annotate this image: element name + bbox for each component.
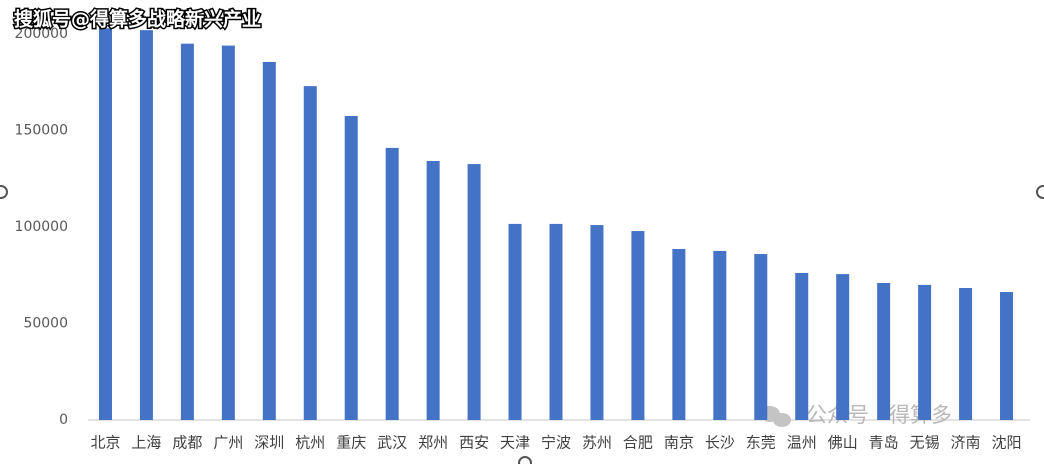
x-tick-label: 东莞: [746, 434, 776, 452]
resize-handle[interactable]: [0, 185, 8, 199]
bar: [754, 254, 768, 420]
y-tick-label: 0: [59, 412, 68, 428]
x-tick-label: 温州: [787, 434, 817, 452]
x-tick-label: 成都: [172, 434, 202, 452]
bar: [795, 272, 809, 420]
bar: [836, 274, 850, 420]
bar: [385, 147, 399, 420]
x-tick-label: 广州: [213, 434, 243, 452]
bar: [713, 250, 727, 420]
x-tick-label: 合肥: [623, 434, 653, 452]
x-tick-label: 武汉: [377, 434, 407, 452]
bar: [1000, 292, 1014, 420]
bar: [139, 30, 153, 420]
x-tick-label: 济南: [951, 434, 981, 452]
watermark: 搜狐号@得算多战略新兴产业: [14, 8, 261, 31]
bar: [221, 45, 235, 421]
x-tick-label: 郑州: [418, 434, 448, 452]
bar: [918, 284, 932, 420]
x-tick-label: 西安: [459, 434, 489, 452]
bar: [426, 160, 440, 420]
x-tick-label: 深圳: [254, 434, 284, 452]
x-tick-label: 佛山: [828, 434, 858, 452]
bar: [590, 225, 604, 420]
x-tick-label: 青岛: [869, 434, 899, 452]
bar: [959, 287, 973, 420]
bar: [467, 164, 481, 420]
x-tick-label: 南京: [664, 434, 694, 452]
bar: [303, 86, 317, 421]
x-tick-label: 重庆: [336, 434, 366, 452]
bar: [672, 249, 686, 420]
x-tick-label: 天津: [500, 434, 530, 452]
resize-handle[interactable]: [1036, 185, 1044, 199]
x-tick-label: 杭州: [295, 434, 325, 452]
bar: [631, 231, 645, 420]
bar: [549, 223, 563, 420]
x-tick-label: 上海: [131, 434, 161, 452]
resize-handle[interactable]: [518, 456, 532, 464]
bar: [508, 223, 522, 420]
y-tick-label: 100000: [15, 219, 68, 235]
x-tick-label: 北京: [90, 434, 120, 452]
x-tick-label: 苏州: [582, 434, 612, 452]
y-tick-label: 150000: [15, 123, 68, 139]
x-tick-label: 沈阳: [992, 434, 1022, 452]
y-tick-label: 50000: [23, 316, 68, 332]
bar: [877, 282, 891, 420]
bar: [98, 28, 112, 421]
y-tick-label: 200000: [15, 26, 68, 42]
x-tick-label: 宁波: [541, 434, 571, 452]
bar: [180, 43, 194, 421]
x-tick-label: 长沙: [705, 434, 735, 452]
bar: [262, 61, 276, 421]
bar: [344, 116, 358, 421]
x-tick-label: 无锡: [910, 434, 940, 452]
